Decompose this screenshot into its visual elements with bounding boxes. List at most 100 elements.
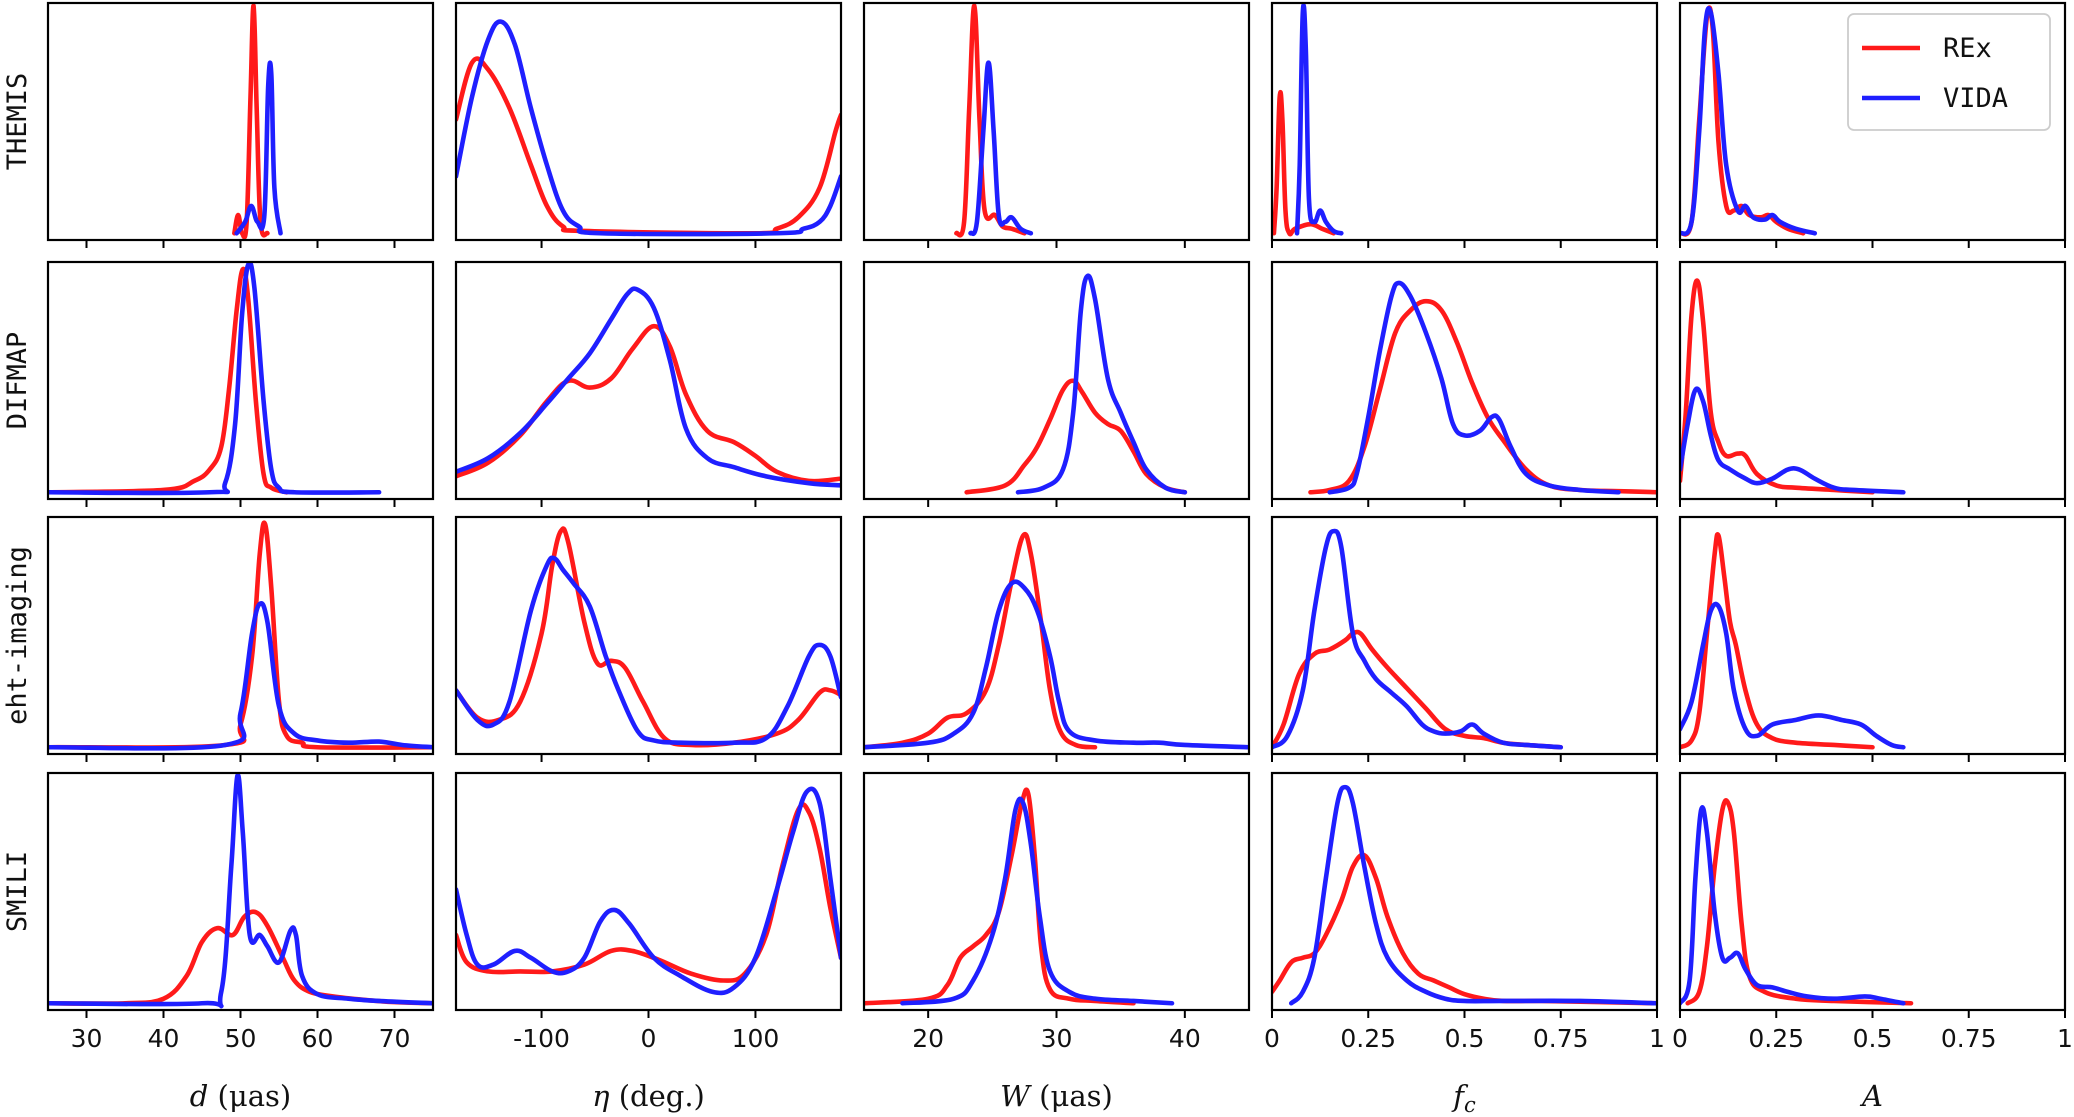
panel-frame	[1678, 260, 2067, 501]
x-tick-label: 0.75	[1533, 1024, 1589, 1053]
panel-ehtim-fc	[1270, 515, 1659, 762]
density-line-vida	[968, 60, 1034, 237]
density-line-vida	[1015, 273, 1188, 495]
density-line-rex	[954, 3, 1027, 238]
density-line-rex	[1308, 298, 1657, 495]
density-line-vida	[1288, 784, 1657, 1006]
row-label-smili: SMILI	[2, 851, 33, 932]
panel-themis-A	[1678, 1, 2067, 248]
density-line-vida	[48, 262, 382, 496]
panel-frame	[454, 771, 843, 1012]
legend: REx VIDA	[1847, 13, 2051, 131]
panel-difmap-eta	[454, 260, 843, 507]
density-line-rex	[1272, 629, 1564, 750]
x-tick-label: 30	[1041, 1024, 1073, 1053]
density-line-rex	[1272, 89, 1336, 237]
panel-frame	[46, 260, 435, 501]
panel-frame	[1270, 771, 1659, 1012]
panel-frame	[862, 771, 1251, 1012]
density-line-vida	[1680, 6, 1818, 237]
x-tick-label: 0.25	[1748, 1024, 1804, 1053]
panel-themis-d	[46, 1, 435, 248]
density-line-rex	[232, 3, 270, 240]
density-line-vida	[456, 786, 841, 996]
density-line-rex	[48, 266, 289, 495]
panel-themis-fc	[1270, 1, 1659, 248]
panel-difmap-fc	[1270, 260, 1659, 507]
column-axis-labels: d (μas) η (deg.) W (μas) fc A	[190, 1079, 1883, 1117]
panel-frame	[1678, 515, 2067, 756]
panel-smili-d: 30 40 50 60 70	[46, 771, 435, 1053]
density-line-rex	[864, 787, 1136, 1006]
density-line-vida	[234, 60, 283, 236]
x-tick-label: 0	[1672, 1024, 1688, 1053]
row-labels: THEMIS DIFMAP eht-imaging SMILI	[2, 73, 33, 932]
panels: 30 40 50 60 70 -100 0 100 20 30 40 0 0.25 0.5 0.75 1 0 0.…	[46, 1, 2073, 1053]
x-tick-label: 30	[71, 1024, 103, 1053]
legend-label-vida: VIDA	[1943, 83, 2008, 114]
density-line-vida	[1327, 280, 1621, 495]
panel-smili-fc: 0 0.25 0.5 0.75 1	[1264, 771, 1665, 1053]
density-line-rex	[456, 802, 841, 983]
legend-box	[1847, 13, 2051, 131]
panel-smili-A: 0 0.25 0.5 0.75 1	[1672, 771, 2073, 1053]
panel-ehtim-W	[862, 515, 1251, 762]
x-tick-label: 0.75	[1941, 1024, 1997, 1053]
x-tick-label: 40	[1169, 1024, 1201, 1053]
density-line-vida	[864, 579, 1249, 750]
x-tick-label: 0.25	[1340, 1024, 1396, 1053]
x-axis-label-eta: η (deg.)	[592, 1079, 705, 1113]
density-line-rex	[1680, 278, 1875, 495]
x-axis-label-W: W (μas)	[1000, 1079, 1113, 1113]
density-line-vida	[1680, 805, 1906, 1006]
x-axis-label-A: A	[1859, 1079, 1883, 1113]
density-line-vida	[456, 555, 841, 746]
x-tick-label: 60	[302, 1024, 334, 1053]
panel-difmap-d	[46, 260, 435, 507]
row-label-difmap: DIFMAP	[2, 332, 33, 430]
density-line-rex	[456, 323, 841, 484]
density-line-rex	[1272, 852, 1657, 1006]
x-tick-label: 20	[912, 1024, 944, 1053]
x-tick-label: 70	[379, 1024, 411, 1053]
density-line-vida	[48, 601, 433, 751]
density-line-vida	[1680, 386, 1906, 495]
panel-frame	[862, 1, 1251, 242]
row-label-themis: THEMIS	[2, 73, 33, 171]
density-line-vida	[900, 796, 1175, 1006]
density-line-vida	[48, 773, 433, 1009]
panel-difmap-W	[862, 260, 1251, 507]
density-line-rex	[456, 56, 841, 236]
panel-frame	[862, 260, 1251, 501]
panel-frame	[1270, 515, 1659, 756]
panel-frame	[46, 1, 435, 242]
panel-ehtim-A	[1678, 515, 2067, 762]
panel-ehtim-eta	[454, 515, 843, 762]
x-tick-label: 1	[1649, 1024, 1665, 1053]
panel-smili-eta: -100 0 100	[454, 771, 843, 1053]
x-tick-label: 40	[148, 1024, 180, 1053]
x-tick-label: 0.5	[1445, 1024, 1485, 1053]
density-line-vida	[456, 19, 841, 237]
panel-smili-W: 20 30 40	[862, 771, 1251, 1053]
density-line-vida	[1680, 601, 1906, 750]
x-tick-label: 0	[641, 1024, 657, 1053]
x-tick-label: 1	[2057, 1024, 2073, 1053]
panel-frame	[1270, 260, 1659, 501]
density-line-rex	[1685, 798, 1914, 1006]
x-axis-label-fc: fc	[1451, 1079, 1476, 1117]
row-label-ehtim: eht-imaging	[2, 546, 33, 725]
density-line-vida	[456, 286, 841, 488]
density-line-vida	[1294, 3, 1344, 236]
panel-ehtim-d	[46, 515, 435, 762]
x-tick-label: -100	[513, 1024, 570, 1053]
x-tick-label: 0.5	[1853, 1024, 1893, 1053]
density-line-rex	[1680, 532, 1875, 750]
panel-themis-eta	[454, 1, 843, 248]
x-tick-label: 0	[1264, 1024, 1280, 1053]
panel-difmap-A	[1678, 260, 2067, 507]
x-tick-label: 50	[225, 1024, 257, 1053]
panel-frame	[1270, 1, 1659, 242]
density-line-vida	[1272, 528, 1564, 750]
